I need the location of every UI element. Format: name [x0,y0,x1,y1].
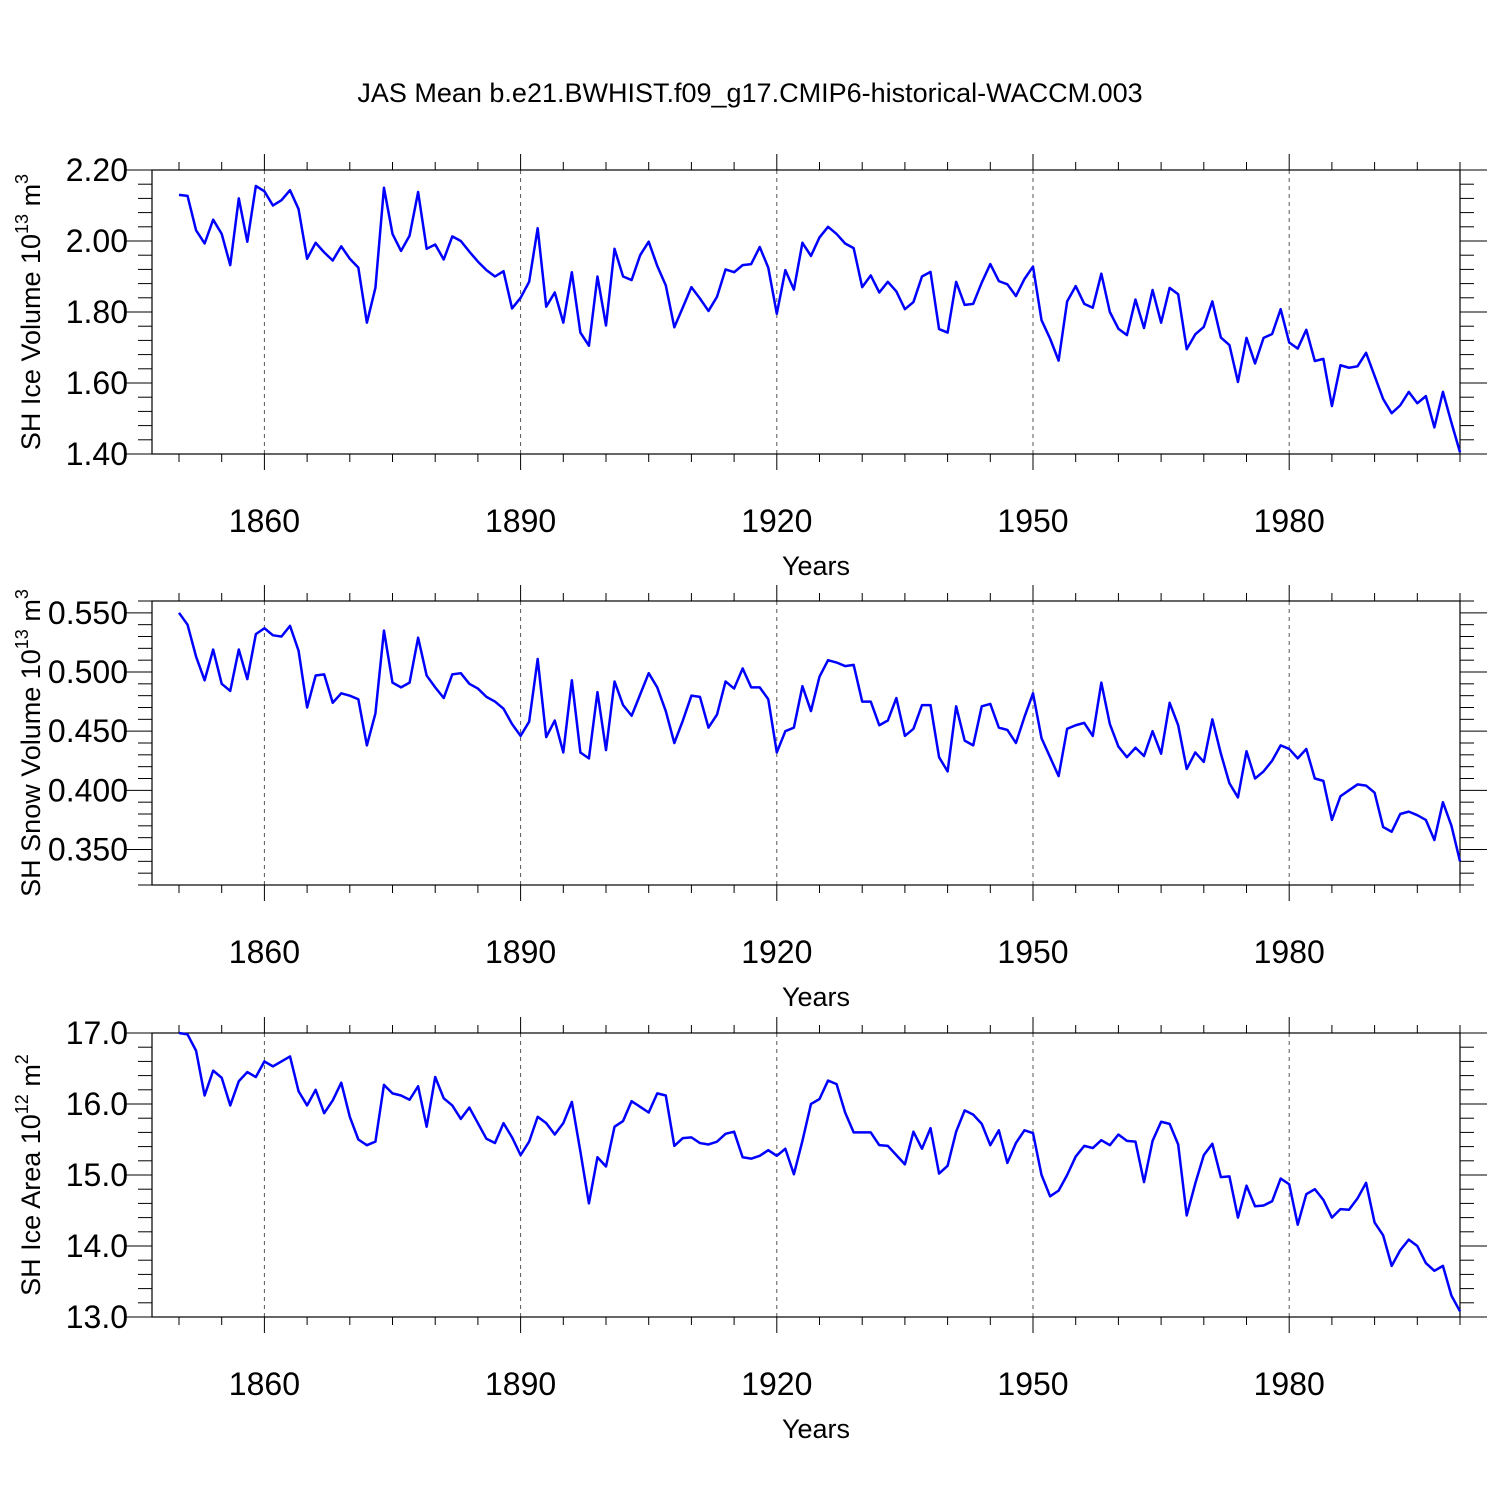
y-tick-label: 16.0 [66,1086,128,1122]
series-line-snow-volume [177,612,1462,862]
y-tick-label: 0.500 [48,654,128,690]
plot-frame [151,600,1461,886]
y-tick-label: 17.0 [66,1015,128,1051]
plot-frame [151,169,1461,455]
x-tick-label: 1920 [741,503,812,539]
panel-ice-area: 1860 1890 1920 1950 1980 Years 13.0 14.0 15.0 16.… [12,1015,1487,1444]
y-tick-label: 1.40 [66,436,128,472]
x-tick-label: 1890 [485,1366,556,1402]
x-tick-label: 1860 [229,934,300,970]
y-tick-label: 0.450 [48,713,128,749]
x-axis-label: Years [782,551,850,581]
x-tick-label: 1920 [741,934,812,970]
x-tick-label: 1950 [997,503,1068,539]
x-tick-label: 1980 [1254,1366,1325,1402]
y-tick-label: 2.00 [66,223,128,259]
x-tick-label: 1950 [997,1366,1068,1402]
x-tick-label: 1980 [1254,934,1325,970]
x-tick-label: 1890 [485,934,556,970]
x-tick-label: 1950 [997,934,1068,970]
x-tick-label: 1980 [1254,503,1325,539]
y-tick-label: 15.0 [66,1157,128,1193]
series-line-ice-volume [178,184,1462,453]
panel-snow-volume: 1860 1890 1920 1950 1980 Years 0.350 0.400 0.450… [12,585,1487,1012]
y-tick-label: 1.60 [66,365,128,401]
series-line-ice-area [178,1031,1462,1312]
y-tick-label: 2.20 [66,152,128,188]
x-axis-label: Years [782,982,850,1012]
x-tick-label: 1860 [229,1366,300,1402]
y-axis-label: SH Ice Volume 1013 m3 [12,174,46,450]
x-tick-label: 1890 [485,503,556,539]
y-tick-label: 14.0 [66,1228,128,1264]
y-tick-label: 0.400 [48,772,128,808]
y-axis-label: SH Snow Volume 1013 m3 [12,589,46,897]
panel-ice-volume: 1860 1890 1920 1950 1980 Years 1.40 1.60 1.80 2.0… [12,152,1487,581]
x-tick-label: 1860 [229,503,300,539]
y-tick-label: 0.550 [48,595,128,631]
x-axis-label: Years [782,1414,850,1444]
plot-frame [151,1032,1461,1318]
y-tick-label: 0.350 [48,832,128,868]
y-tick-label: 1.80 [66,294,128,330]
chart-title: JAS Mean b.e21.BWHIST.f09_g17.CMIP6-hist… [357,78,1143,108]
x-tick-label: 1920 [741,1366,812,1402]
y-axis-label: SH Ice Area 1012 m2 [12,1054,46,1296]
y-tick-label: 13.0 [66,1299,128,1335]
